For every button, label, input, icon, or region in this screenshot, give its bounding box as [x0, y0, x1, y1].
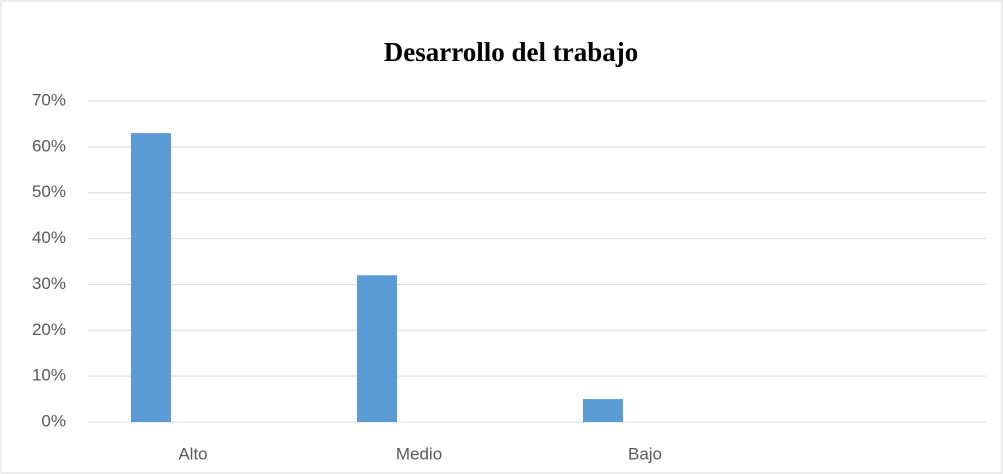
y-tick-label: 0%	[41, 411, 66, 430]
y-tick-label: 60%	[32, 136, 66, 155]
bar	[357, 275, 397, 422]
chart-title: Desarrollo del trabajo	[384, 37, 638, 67]
x-tick-label: Alto	[178, 444, 207, 463]
y-tick-label: 40%	[32, 228, 66, 247]
x-tick-label: Medio	[396, 444, 442, 463]
x-tick-label: Bajo	[628, 444, 662, 463]
y-tick-label: 70%	[32, 90, 66, 109]
bar	[583, 399, 623, 422]
y-tick-label: 20%	[32, 320, 66, 339]
y-tick-label: 30%	[32, 274, 66, 293]
y-tick-label: 10%	[32, 366, 66, 385]
y-tick-label: 50%	[32, 182, 66, 201]
bar	[131, 133, 171, 422]
